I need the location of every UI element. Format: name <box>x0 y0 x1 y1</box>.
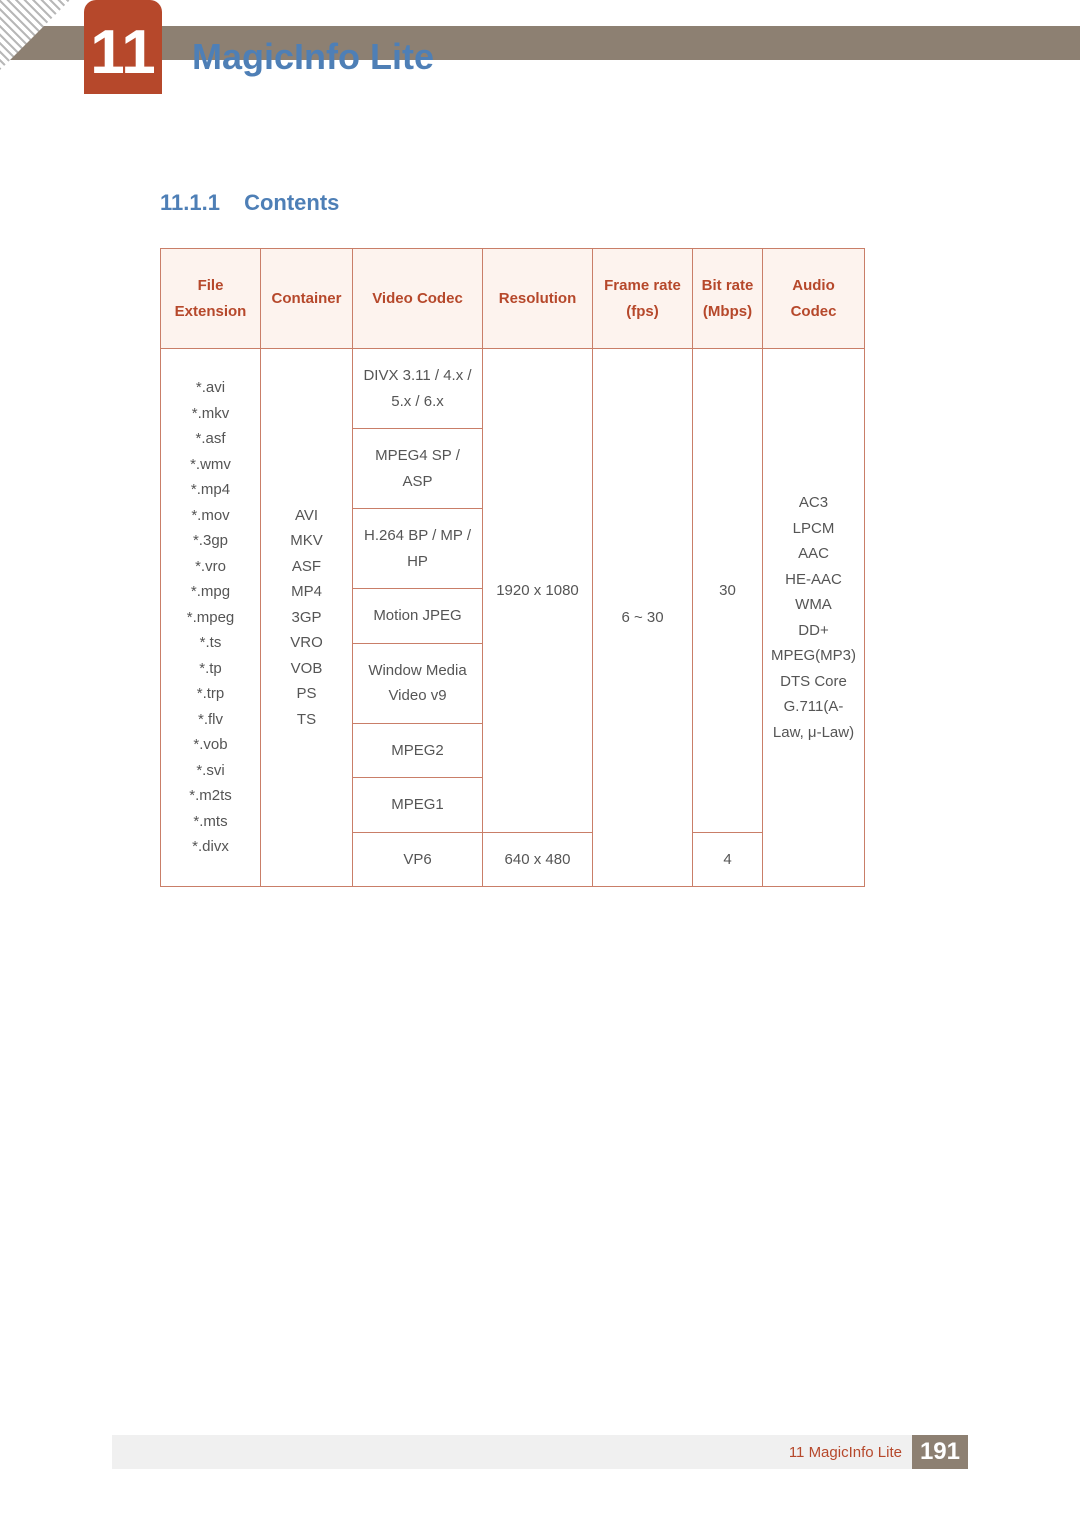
th-file-extension: File Extension <box>161 249 261 349</box>
table-header-row: File Extension Container Video Codec Res… <box>161 249 865 349</box>
section-number: 11.1.1 <box>160 190 220 215</box>
cell-bit-rate-main: 30 <box>693 349 763 833</box>
cell-file-extension: *.avi *.mkv *.asf *.wmv *.mp4 *.mov *.3g… <box>161 349 261 887</box>
cell-video-codec: MPEG4 SP / ASP <box>353 429 483 509</box>
page-title: MagicInfo Lite <box>192 36 434 78</box>
th-container: Container <box>261 249 353 349</box>
cell-video-codec: VP6 <box>353 832 483 887</box>
th-audio-codec: Audio Codec <box>763 249 865 349</box>
cell-video-codec: H.264 BP / MP / HP <box>353 509 483 589</box>
cell-frame-rate: 6 ~ 30 <box>593 349 693 887</box>
footer-bar: 11 MagicInfo Lite 191 <box>112 1435 968 1469</box>
cell-container: AVI MKV ASF MP4 3GP VRO VOB PS TS <box>261 349 353 887</box>
header-stripe <box>0 26 1080 60</box>
th-resolution: Resolution <box>483 249 593 349</box>
cell-video-codec: Motion JPEG <box>353 589 483 644</box>
section-title: Contents <box>244 190 339 215</box>
th-bit-rate: Bit rate (Mbps) <box>693 249 763 349</box>
table-row: *.avi *.mkv *.asf *.wmv *.mp4 *.mov *.3g… <box>161 349 865 429</box>
th-video-codec: Video Codec <box>353 249 483 349</box>
cell-bit-rate-vp6: 4 <box>693 832 763 887</box>
section-heading: 11.1.1 Contents <box>160 190 339 216</box>
footer-page-number: 191 <box>912 1435 968 1469</box>
th-frame-rate: Frame rate (fps) <box>593 249 693 349</box>
cell-video-codec: DIVX 3.11 / 4.x / 5.x / 6.x <box>353 349 483 429</box>
footer-label: 11 MagicInfo Lite <box>789 1444 902 1461</box>
cell-audio-codec: AC3 LPCM AAC HE-AAC WMA DD+ MPEG(MP3) DT… <box>763 349 865 887</box>
cell-video-codec: Window Media Video v9 <box>353 643 483 723</box>
chapter-number: 11 <box>90 22 156 84</box>
cell-video-codec: MPEG1 <box>353 778 483 833</box>
chapter-badge: 11 <box>84 0 162 94</box>
cell-resolution-main: 1920 x 1080 <box>483 349 593 833</box>
spec-table-wrap: File Extension Container Video Codec Res… <box>160 248 864 887</box>
cell-video-codec: MPEG2 <box>353 723 483 778</box>
cell-resolution-vp6: 640 x 480 <box>483 832 593 887</box>
spec-table: File Extension Container Video Codec Res… <box>160 248 865 887</box>
